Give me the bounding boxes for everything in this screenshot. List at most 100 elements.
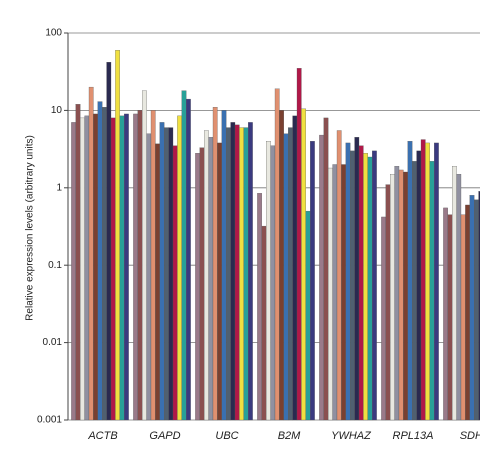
bar [407,141,413,421]
bar [434,142,439,421]
bar [398,169,404,421]
bar [305,210,311,421]
x-tick-label: RPL13A [393,430,434,442]
bar [234,124,240,421]
bar [469,195,475,421]
bar [456,174,462,421]
bar [332,164,338,421]
y-tick-label: 0.01 [43,337,63,348]
bar [474,199,479,421]
bar [345,142,351,421]
y-tick-label: 0.001 [37,415,62,426]
bar [208,137,214,421]
bar [226,127,231,421]
bar [363,153,368,421]
bar [425,142,430,421]
bar [106,62,112,421]
bar [146,133,152,421]
bar [350,150,355,421]
bar [110,117,116,421]
bar [137,110,143,421]
bar [181,90,187,421]
bar [292,115,298,421]
bar [465,204,470,421]
bar [124,113,129,421]
bar [88,86,94,421]
bar [248,122,253,421]
bar [460,214,466,421]
bar [394,166,400,421]
bar [142,90,147,421]
bar [301,108,306,421]
bar [341,164,346,421]
bar [155,143,160,421]
bar [381,216,386,421]
bar [420,139,426,421]
bar [478,191,480,421]
bar [274,88,280,421]
bar [243,127,249,421]
bar [133,113,138,421]
bar [323,117,329,421]
bar [279,110,284,421]
bar [84,115,90,421]
bar [443,207,448,421]
bar [447,214,453,421]
x-tick-label: YWHAZ [331,430,372,442]
bar [168,127,174,421]
bar [164,127,169,421]
bar [403,171,408,421]
bar [319,134,324,421]
y-tick-label: 100 [45,28,62,39]
bar [172,145,178,421]
y-axis-label: Relative expression levels (arbitrary un… [25,135,36,321]
bar [354,137,360,421]
bar [390,174,395,421]
bar [257,193,262,421]
y-tick-label: 1 [56,182,62,193]
bar [75,104,81,421]
bar [93,113,98,421]
bar [328,167,333,421]
y-tick-label: 0.1 [48,260,62,271]
bar [195,153,200,421]
bar [288,127,293,421]
bar [150,110,156,421]
bar [452,166,457,421]
bar [102,107,107,421]
bar [115,50,120,421]
bar [204,130,209,421]
bar [80,117,85,421]
bar [358,145,364,421]
bar [239,127,244,421]
bar [270,145,276,421]
bar [212,107,218,421]
bar [97,101,103,421]
bar [199,147,205,421]
bar [217,142,222,421]
bar [372,150,377,421]
bar [310,141,315,421]
x-tick-label: UBC [215,430,238,442]
bar [186,98,191,421]
bar [296,68,302,421]
bar [230,122,236,421]
bar [416,150,422,421]
bar [283,133,289,421]
bar [177,115,182,421]
x-tick-label: GAPD [149,430,180,442]
bar [221,110,227,421]
bar [429,161,435,421]
bar [266,141,271,421]
bar [385,184,391,421]
x-tick-label: SDHA [460,430,480,442]
bar [261,225,267,421]
bar [336,130,342,421]
y-tick-label: 10 [51,105,63,116]
x-tick-label: B2M [278,430,301,442]
x-tick-label: ACTB [87,430,117,442]
bar [119,115,125,421]
bar [367,156,373,421]
bar [412,161,417,421]
